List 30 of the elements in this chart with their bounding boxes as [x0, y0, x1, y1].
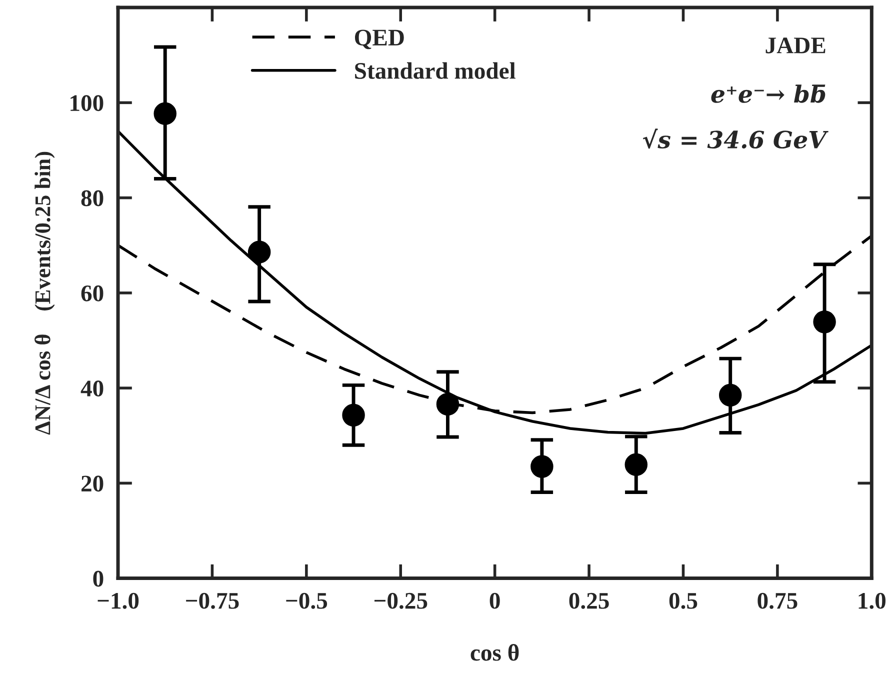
- x-axis-title: cos θ: [470, 644, 519, 661]
- annotation: √s = 34.6 GeV: [642, 128, 828, 149]
- point: [248, 240, 271, 264]
- x-tick-label: −0.75: [186, 592, 239, 609]
- x-tick-label: 1.0: [858, 592, 886, 609]
- point: [342, 404, 365, 427]
- point: [813, 310, 836, 334]
- point: [624, 453, 648, 476]
- y-tick-label: 60: [81, 285, 104, 302]
- x-tick-label: 0: [490, 592, 500, 609]
- point: [530, 455, 554, 478]
- x-tick-label: −1.0: [98, 592, 139, 609]
- annotation: JADE: [766, 38, 826, 54]
- point: [718, 384, 742, 407]
- y-tick-label: 100: [70, 95, 104, 112]
- point: [154, 102, 176, 125]
- y-tick-label: 40: [80, 380, 104, 396]
- x-tick-label: −0.25: [374, 592, 428, 609]
- legend-label: QED: [354, 30, 404, 50]
- x-tick-label: 0.25: [569, 592, 609, 609]
- y-tick-label: 20: [82, 476, 104, 492]
- x-tick-label: −0.5: [286, 592, 328, 609]
- y-tick-label: 0: [93, 570, 104, 587]
- annotation: e⁺e⁻→ bb̄: [711, 84, 826, 103]
- legend-label: Standard model: [355, 62, 516, 79]
- x-tick-label: 0.5: [669, 592, 698, 609]
- x-tick-label: 0.75: [758, 592, 798, 609]
- y-axis-title: ΔN/Δ cos θ (Events/0.25 bin): [34, 152, 55, 435]
- y-tick-label: 80: [81, 190, 104, 206]
- point: [436, 392, 460, 416]
